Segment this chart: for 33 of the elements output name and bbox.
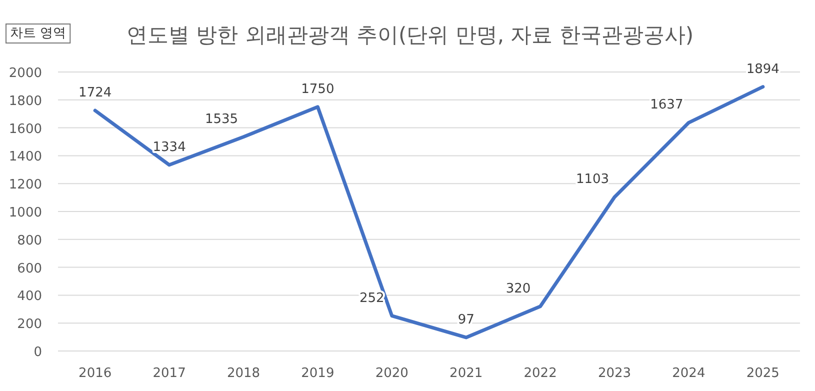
y-tick-label: 0 (34, 345, 42, 360)
chart-title: 연도별 방한 외래관광객 추이(단위 만명, 자료 한국관광공사) (126, 23, 694, 47)
data-label: 1894 (746, 62, 780, 77)
data-label: 1103 (576, 172, 610, 188)
data-label: 252 (359, 290, 384, 306)
y-tick-label: 1800 (8, 94, 42, 109)
data-label: 1724 (78, 86, 112, 100)
data-label: 1637 (650, 98, 684, 113)
x-tick-label: 2020 (375, 366, 408, 381)
x-tick-label: 2025 (746, 366, 780, 381)
x-tick-label: 2019 (301, 366, 334, 381)
data-label: 97 (458, 312, 474, 328)
y-tick-label: 600 (17, 261, 42, 276)
data-label: 1535 (204, 112, 238, 127)
data-label: 1750 (301, 82, 334, 97)
y-tick-label: 1000 (8, 206, 42, 220)
y-tick-label: 200 (17, 317, 42, 332)
y-tick-label: 800 (17, 233, 42, 248)
x-tick-label: 2018 (226, 366, 260, 381)
y-tick-label: 1400 (8, 150, 42, 165)
x-tick-label: 2022 (524, 366, 557, 381)
y-tick-label: 400 (17, 289, 42, 304)
x-tick-label: 2021 (450, 366, 483, 381)
x-tick-label: 2017 (152, 366, 186, 381)
y-tick-label: 2000 (8, 66, 42, 81)
data-label: 1334 (152, 140, 186, 155)
x-tick-label: 2016 (78, 366, 112, 381)
data-label: 320 (506, 281, 531, 296)
x-tick-label: 2024 (672, 366, 706, 381)
x-tick-label: 2023 (598, 366, 632, 381)
text: 차트 영역 (10, 26, 66, 41)
y-tick-label: 1600 (8, 122, 42, 137)
y-tick-label: 1200 (8, 178, 42, 193)
